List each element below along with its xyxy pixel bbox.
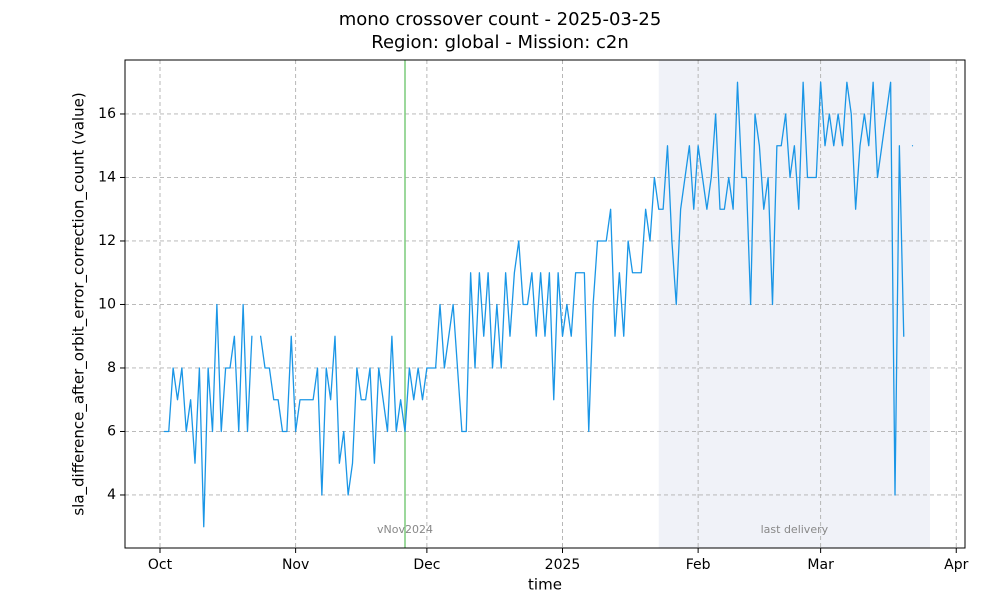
reference-label: vNov2024 <box>377 523 433 536</box>
x-tick-label: Nov <box>282 557 309 573</box>
chart-title: mono crossover count - 2025-03-25 <box>339 9 662 30</box>
shaded-span <box>658 60 930 548</box>
y-tick-label: 14 <box>98 169 116 185</box>
chart-subtitle: Region: global - Mission: c2n <box>371 32 629 53</box>
y-tick-label: 16 <box>98 106 116 122</box>
y-axis-label: sla_difference_after_orbit_error_correct… <box>70 92 89 515</box>
y-tick-label: 8 <box>107 360 116 376</box>
x-tick-label: Feb <box>686 557 711 573</box>
x-tick-label: Apr <box>944 557 968 573</box>
y-tick-label: 4 <box>107 487 116 503</box>
y-tick-label: 6 <box>107 423 116 439</box>
x-axis-label: time <box>528 576 562 594</box>
data-line <box>163 81 914 528</box>
y-tick-label: 10 <box>98 296 116 312</box>
x-tick-label: Oct <box>148 557 173 573</box>
y-tick-label: 12 <box>98 233 116 249</box>
x-tick-label: 2025 <box>545 557 581 573</box>
x-tick-label: Mar <box>807 557 834 573</box>
axes-frame <box>124 59 966 549</box>
span-label: last delivery <box>761 523 829 536</box>
x-tick-label: Dec <box>413 557 440 573</box>
